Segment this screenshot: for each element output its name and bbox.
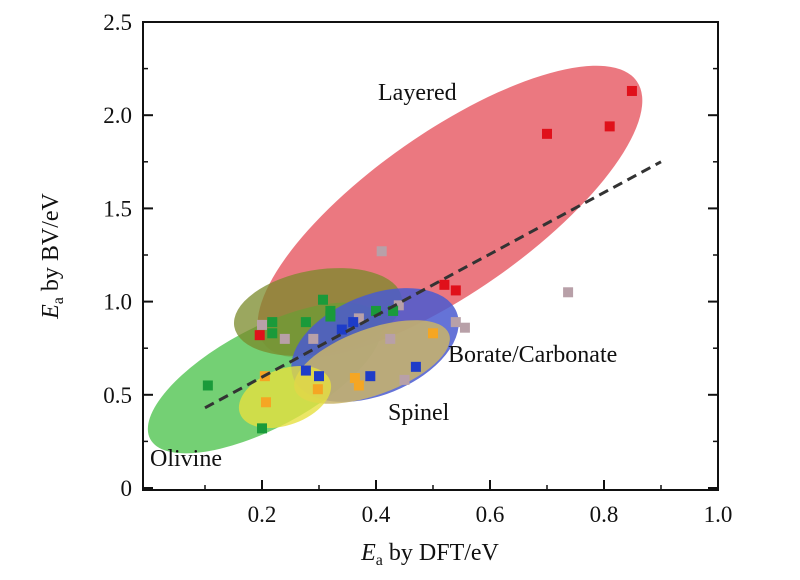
y-tick-label: 1.5 xyxy=(103,196,132,221)
data-point xyxy=(371,305,381,316)
region-label: Spinel xyxy=(388,400,450,426)
data-point xyxy=(353,380,364,391)
data-point xyxy=(626,85,637,96)
data-point xyxy=(348,317,359,328)
trend-line xyxy=(204,160,662,410)
data-point xyxy=(376,246,387,257)
data-point xyxy=(563,287,574,298)
data-point xyxy=(257,423,267,434)
y-tick-label: 1.0 xyxy=(103,290,132,315)
data-point xyxy=(325,311,336,322)
region-label: Olivine xyxy=(150,446,222,472)
data-point xyxy=(267,328,278,339)
region-borate-carbonate xyxy=(294,320,450,404)
x-tick-label: 1.0 xyxy=(704,502,733,527)
data-point xyxy=(410,361,421,372)
data-point xyxy=(542,128,552,139)
data-point xyxy=(325,305,336,316)
x-tick-label: 0.4 xyxy=(362,502,391,527)
y-tick-label: 2.0 xyxy=(103,103,132,128)
data-point xyxy=(312,384,323,395)
y-tick-label: 0 xyxy=(121,476,133,501)
data-point xyxy=(267,317,278,328)
data-point xyxy=(428,328,438,339)
region-label: Borate/Carbonate xyxy=(448,342,617,368)
data-point xyxy=(308,333,319,344)
data-point xyxy=(459,322,470,333)
data-point xyxy=(314,371,324,382)
data-point xyxy=(393,300,404,311)
data-point xyxy=(300,365,311,376)
data-point xyxy=(279,333,290,344)
data-point xyxy=(257,319,267,330)
data-point xyxy=(385,333,396,344)
y-axis-label: Ea by BV/eV xyxy=(38,192,67,319)
x-tick-label: 0.8 xyxy=(590,502,619,527)
data-point xyxy=(365,371,376,382)
data-point xyxy=(439,279,450,290)
data-point xyxy=(254,330,265,341)
data-point xyxy=(399,374,410,385)
data-point xyxy=(202,380,213,391)
data-point xyxy=(353,313,364,324)
data-point xyxy=(260,397,271,408)
region-label: Layered xyxy=(378,80,457,106)
x-tick-label: 0.2 xyxy=(248,502,277,527)
plot-frame xyxy=(142,21,719,491)
data-point xyxy=(450,317,461,328)
y-tick-label: 0.5 xyxy=(103,383,132,408)
data-point xyxy=(349,373,360,384)
data-point xyxy=(604,121,615,132)
x-tick-label: 0.6 xyxy=(476,502,505,527)
y-tick-label: 2.5 xyxy=(103,10,132,35)
data-point xyxy=(450,285,461,296)
data-point xyxy=(388,305,399,316)
x-axis-label: Ea by DFT/eV xyxy=(360,540,499,569)
data-point xyxy=(317,294,328,305)
data-point xyxy=(336,324,347,335)
data-point xyxy=(300,317,311,328)
yellow-region xyxy=(238,365,332,429)
